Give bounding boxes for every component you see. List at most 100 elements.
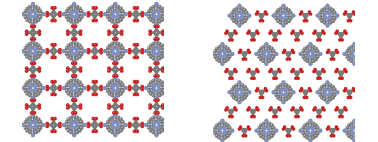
Circle shape bbox=[160, 87, 161, 88]
Circle shape bbox=[163, 13, 164, 14]
Circle shape bbox=[74, 16, 79, 21]
Circle shape bbox=[150, 86, 154, 90]
Circle shape bbox=[273, 129, 274, 131]
Circle shape bbox=[280, 87, 281, 88]
Circle shape bbox=[119, 87, 121, 88]
Circle shape bbox=[306, 13, 309, 16]
Circle shape bbox=[257, 52, 261, 56]
Circle shape bbox=[252, 70, 255, 73]
Circle shape bbox=[220, 119, 225, 123]
Circle shape bbox=[274, 14, 278, 18]
Circle shape bbox=[286, 54, 289, 57]
Circle shape bbox=[326, 22, 327, 23]
Circle shape bbox=[149, 123, 153, 127]
Circle shape bbox=[233, 90, 237, 94]
Circle shape bbox=[133, 44, 135, 45]
Circle shape bbox=[92, 51, 95, 54]
Circle shape bbox=[330, 134, 333, 138]
Circle shape bbox=[247, 14, 248, 16]
Circle shape bbox=[155, 78, 158, 82]
Circle shape bbox=[37, 87, 38, 88]
Circle shape bbox=[33, 105, 37, 108]
Circle shape bbox=[134, 10, 138, 13]
Circle shape bbox=[131, 50, 135, 53]
Circle shape bbox=[302, 19, 306, 23]
Circle shape bbox=[93, 126, 96, 130]
Circle shape bbox=[157, 25, 158, 26]
Circle shape bbox=[32, 6, 33, 7]
Circle shape bbox=[64, 12, 68, 16]
Circle shape bbox=[301, 53, 302, 54]
Circle shape bbox=[74, 29, 77, 33]
Circle shape bbox=[152, 127, 156, 131]
Circle shape bbox=[265, 47, 266, 48]
Circle shape bbox=[37, 124, 38, 125]
Circle shape bbox=[361, 53, 363, 54]
Circle shape bbox=[70, 116, 71, 118]
Circle shape bbox=[25, 86, 29, 90]
Circle shape bbox=[278, 14, 279, 16]
Circle shape bbox=[266, 50, 271, 54]
Circle shape bbox=[269, 129, 273, 133]
Circle shape bbox=[51, 125, 54, 128]
Circle shape bbox=[112, 9, 113, 10]
Circle shape bbox=[314, 70, 317, 73]
Circle shape bbox=[79, 104, 81, 105]
Circle shape bbox=[317, 53, 318, 54]
Circle shape bbox=[74, 62, 76, 63]
Circle shape bbox=[241, 7, 243, 9]
Circle shape bbox=[93, 55, 96, 58]
Circle shape bbox=[113, 39, 118, 43]
Circle shape bbox=[301, 126, 305, 130]
Circle shape bbox=[274, 32, 277, 35]
Circle shape bbox=[163, 124, 164, 125]
Circle shape bbox=[237, 9, 242, 13]
Circle shape bbox=[153, 119, 154, 121]
Circle shape bbox=[344, 87, 347, 90]
Circle shape bbox=[151, 89, 152, 91]
Circle shape bbox=[218, 46, 220, 47]
Circle shape bbox=[116, 16, 120, 21]
Circle shape bbox=[99, 85, 103, 89]
Circle shape bbox=[67, 86, 71, 90]
Circle shape bbox=[122, 13, 123, 14]
Circle shape bbox=[350, 45, 353, 49]
Circle shape bbox=[255, 31, 258, 34]
Circle shape bbox=[54, 50, 57, 53]
Circle shape bbox=[111, 68, 114, 71]
Circle shape bbox=[305, 59, 310, 63]
Circle shape bbox=[51, 93, 52, 94]
Circle shape bbox=[230, 90, 234, 94]
Circle shape bbox=[304, 54, 308, 58]
Circle shape bbox=[258, 53, 259, 54]
Circle shape bbox=[25, 55, 29, 59]
Circle shape bbox=[230, 53, 231, 54]
Circle shape bbox=[325, 80, 330, 84]
Circle shape bbox=[112, 68, 115, 71]
Circle shape bbox=[73, 8, 74, 9]
Circle shape bbox=[282, 83, 284, 84]
Circle shape bbox=[255, 106, 259, 110]
Circle shape bbox=[21, 49, 25, 53]
Circle shape bbox=[262, 90, 265, 93]
Circle shape bbox=[274, 115, 278, 118]
Circle shape bbox=[256, 32, 260, 35]
Circle shape bbox=[348, 129, 352, 133]
Circle shape bbox=[161, 18, 162, 20]
Circle shape bbox=[345, 132, 349, 136]
Circle shape bbox=[72, 38, 73, 39]
Circle shape bbox=[121, 33, 122, 34]
Circle shape bbox=[292, 127, 295, 131]
Circle shape bbox=[134, 82, 138, 85]
Circle shape bbox=[109, 123, 113, 127]
Circle shape bbox=[223, 57, 225, 58]
Circle shape bbox=[330, 16, 334, 20]
Circle shape bbox=[358, 53, 359, 54]
Circle shape bbox=[294, 115, 297, 118]
Circle shape bbox=[114, 41, 115, 42]
Circle shape bbox=[251, 36, 254, 38]
Circle shape bbox=[308, 44, 313, 48]
Circle shape bbox=[261, 13, 264, 16]
Circle shape bbox=[318, 38, 322, 42]
Circle shape bbox=[114, 116, 115, 117]
